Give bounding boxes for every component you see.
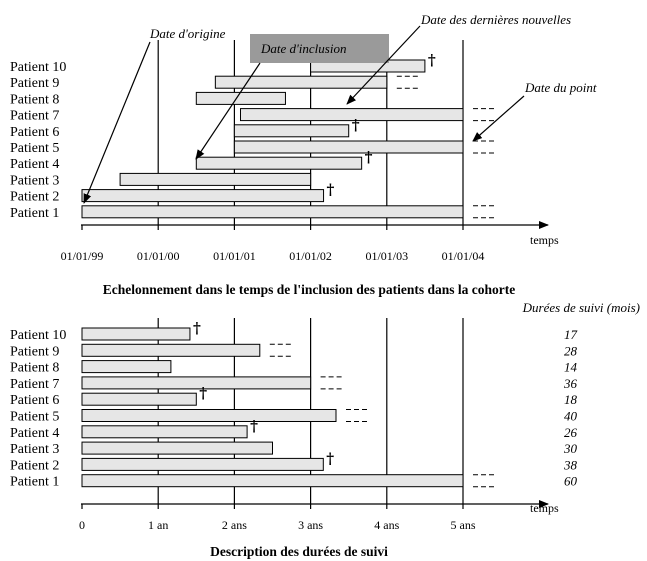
patient-label: Patient 5	[10, 410, 59, 425]
durations-header: Durées de suivi (mois)	[522, 300, 640, 315]
x-tick-label: 1 an	[148, 518, 168, 532]
patient-label: Patient 7	[10, 109, 59, 124]
x-tick-label: 01/01/99	[61, 249, 104, 263]
timeline-bar	[81, 205, 464, 219]
death-marker: †	[193, 319, 201, 337]
patient-label: Patient 2	[10, 458, 59, 473]
duration-bar	[81, 457, 324, 471]
death-marker: †	[250, 417, 258, 435]
death-marker: †	[428, 51, 436, 69]
x-axis-label-2: temps	[530, 501, 559, 515]
death-marker: †	[365, 148, 373, 166]
patient-label: Patient 3	[10, 442, 59, 457]
death-marker: †	[352, 116, 360, 134]
duration-bar	[81, 409, 337, 422]
x-tick-label: 01/01/01	[213, 249, 256, 263]
x-tick-label: 4 ans	[374, 518, 399, 532]
duration-value: 26	[564, 425, 578, 440]
duration-value: 17	[564, 327, 578, 342]
death-marker: †	[326, 449, 334, 467]
x-tick-label: 2 ans	[222, 518, 247, 532]
patient-label: Patient 5	[10, 141, 59, 156]
patient-label: Patient 4	[10, 426, 59, 441]
patient-label: Patient 10	[10, 60, 66, 75]
death-marker: †	[327, 181, 335, 199]
duration-bar	[81, 376, 312, 390]
duration-value: 18	[564, 392, 578, 407]
annotation-origin: Date d'origine	[149, 26, 226, 41]
annotation-inclusion-box	[250, 34, 389, 63]
annotation-last-news: Date des dernières nouvelles	[420, 12, 571, 27]
timeline-bar	[119, 172, 312, 186]
x-tick-label: 01/01/03	[365, 249, 408, 263]
patient-label: Patient 7	[10, 377, 59, 392]
duration-value: 60	[564, 474, 578, 489]
duration-value: 40	[564, 409, 578, 424]
patient-label: Patient 9	[10, 344, 59, 359]
patient-label: Patient 8	[10, 92, 59, 107]
x-tick-label: 3 ans	[298, 518, 323, 532]
x-axis-label: temps	[530, 233, 559, 247]
death-marker: †	[199, 384, 207, 402]
duration-value: 28	[564, 343, 578, 358]
patient-label: Patient 1	[10, 206, 59, 221]
annotation-inclusion: Date d'inclusion	[260, 41, 346, 56]
duration-bar	[81, 425, 248, 439]
duration-bar	[81, 441, 273, 455]
x-tick-label: 01/01/00	[137, 249, 180, 263]
x-tick-label: 01/01/02	[289, 249, 332, 263]
duration-value: 14	[564, 360, 578, 375]
duration-value: 36	[563, 376, 578, 391]
timeline-bar	[233, 124, 350, 138]
patient-label: Patient 4	[10, 157, 59, 172]
patient-label: Patient 1	[10, 475, 59, 490]
chart-title-2: Description des durées de suivi	[210, 544, 388, 559]
duration-bar	[81, 474, 464, 488]
arrow-last-news	[346, 25, 421, 105]
patient-label: Patient 2	[10, 190, 59, 205]
x-tick-label: 5 ans	[451, 518, 476, 532]
patient-label: Patient 8	[10, 361, 59, 376]
patient-label: Patient 6	[10, 393, 59, 408]
chart-title-1: Echelonnement dans le temps de l'inclusi…	[103, 282, 516, 297]
x-tick-label: 0	[79, 518, 85, 532]
patient-label: Patient 6	[10, 125, 59, 140]
annotation-point: Date du point	[524, 80, 597, 95]
arrow-point	[472, 95, 525, 142]
arrow-origin	[83, 41, 151, 204]
duration-bar	[81, 392, 197, 406]
timeline-bar	[233, 140, 464, 154]
timeline-bar	[195, 156, 363, 170]
timeline-bar	[195, 91, 286, 105]
chart-follow-up-durations: Durées de suivi (mois) †††† Patient 10Pa…	[10, 300, 640, 559]
patient-label: Patient 9	[10, 76, 59, 91]
patient-label: Patient 3	[10, 173, 59, 188]
duration-bar	[81, 360, 172, 374]
patient-label: Patient 10	[10, 328, 66, 343]
duration-bar	[81, 343, 261, 357]
duration-value: 38	[563, 457, 578, 472]
x-tick-label: 01/01/04	[442, 249, 485, 263]
duration-value: 30	[563, 441, 578, 456]
duration-bar	[81, 327, 191, 341]
arrow-inclusion	[195, 62, 261, 160]
timeline-bar	[214, 75, 388, 89]
timeline-bar	[239, 108, 464, 122]
timeline-bar	[81, 189, 325, 203]
